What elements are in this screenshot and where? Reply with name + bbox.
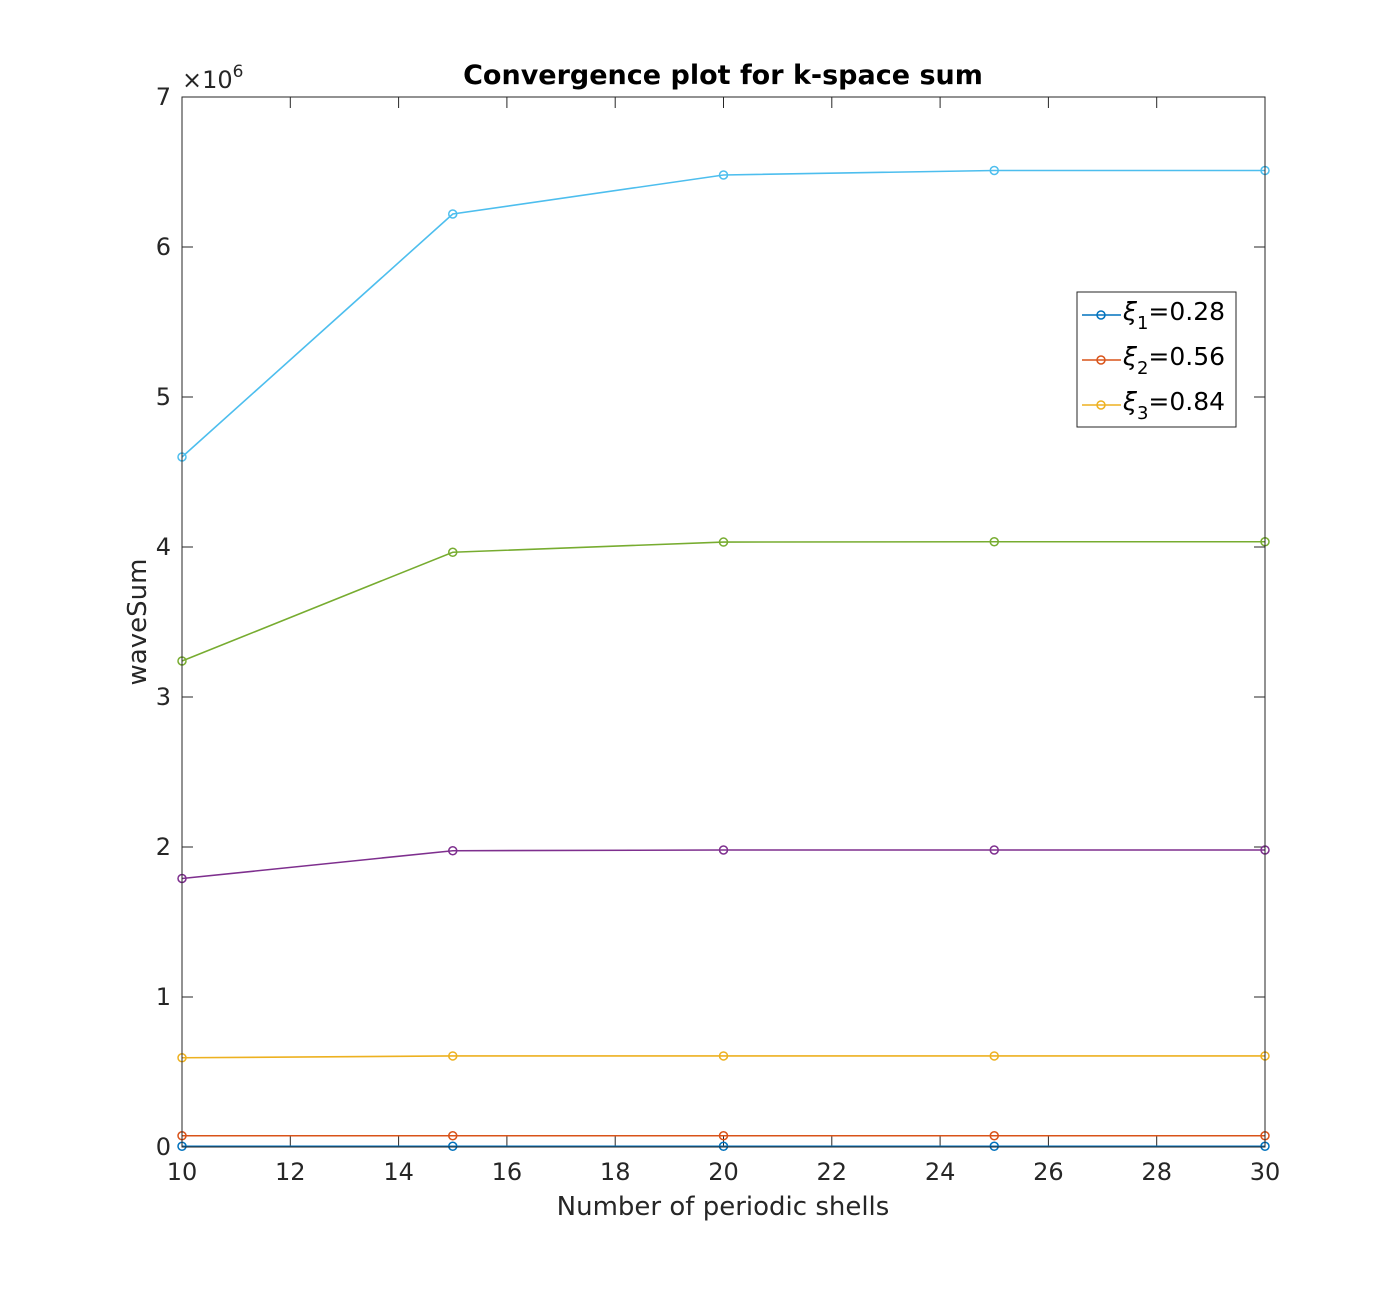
data-point — [718, 537, 729, 547]
series-line-4 — [181, 849, 1265, 880]
data-point — [989, 1131, 999, 1141]
x-tick-label: 14 — [383, 1158, 414, 1186]
plot-area — [182, 97, 1265, 1147]
y-axis-title: waveSum — [123, 559, 153, 686]
data-point — [448, 1131, 458, 1141]
y-exponent-power: 6 — [233, 62, 244, 82]
x-tick-label: 26 — [1033, 1158, 1064, 1186]
y-exponent-label: ×106 — [182, 62, 243, 94]
legend-label: ξ1=0.28 — [1122, 297, 1225, 334]
y-tick-label: 6 — [156, 233, 171, 261]
x-tick-label: 28 — [1141, 1158, 1172, 1186]
y-exponent-base: ×10 — [182, 66, 233, 94]
data-point — [718, 170, 729, 180]
y-tick-label: 3 — [156, 683, 171, 711]
legend-marker — [1096, 355, 1106, 365]
x-tick-label: 16 — [492, 1158, 523, 1186]
data-point — [718, 1131, 729, 1141]
x-tick-label: 30 — [1250, 1158, 1281, 1186]
data-point — [989, 1141, 999, 1151]
series-5 — [177, 537, 1270, 666]
legend-subscript: 1 — [1137, 313, 1148, 334]
legend-subscript: 2 — [1137, 358, 1148, 379]
y-tick-label: 1 — [156, 983, 171, 1011]
plot-frame — [181, 96, 1266, 1148]
series-line-6 — [181, 169, 1265, 458]
data-point — [989, 845, 999, 855]
data-point — [989, 537, 999, 547]
y-tick-label: 7 — [156, 83, 171, 111]
legend-item: ξ1=0.28 — [1082, 297, 1225, 334]
y-tick-label: 0 — [156, 1133, 171, 1161]
legend-item: ξ3=0.84 — [1082, 387, 1225, 424]
data-point — [448, 209, 458, 219]
legend-marker — [1096, 310, 1106, 320]
chart-title: Convergence plot for k-space sum — [463, 60, 983, 91]
x-axis-title: Number of periodic shells — [557, 1192, 890, 1222]
legend-value: =0.84 — [1148, 387, 1225, 416]
legend-label: ξ2=0.56 — [1122, 342, 1225, 379]
legend-value: =0.56 — [1148, 342, 1225, 371]
y-tick-label: 2 — [156, 833, 171, 861]
legend-value: =0.28 — [1148, 297, 1225, 326]
data-point — [718, 1141, 729, 1151]
legend-symbol: ξ — [1122, 297, 1138, 326]
legend-symbol: ξ — [1122, 342, 1138, 371]
y-tick-label: 5 — [156, 383, 171, 411]
series-layer — [177, 165, 1270, 1151]
data-point — [448, 1141, 458, 1151]
data-point — [448, 1051, 458, 1061]
x-tick-label: 10 — [167, 1158, 198, 1186]
data-point — [989, 1051, 999, 1061]
x-tick-label: 18 — [600, 1158, 631, 1186]
legend-subscript: 3 — [1137, 403, 1148, 424]
legend-label: ξ3=0.84 — [1122, 387, 1225, 424]
data-point — [718, 845, 729, 855]
legend-item: ξ2=0.56 — [1082, 342, 1225, 379]
x-tick-label: 24 — [925, 1158, 956, 1186]
legend-symbol: ξ — [1122, 387, 1138, 416]
data-point — [718, 1051, 729, 1061]
y-tick-label: 4 — [156, 533, 171, 561]
data-point — [448, 846, 458, 856]
data-point — [989, 165, 999, 176]
x-tick-label: 22 — [817, 1158, 848, 1186]
series-line-3 — [181, 1055, 1265, 1059]
legend-marker — [1096, 400, 1106, 410]
series-line-5 — [181, 540, 1265, 662]
x-tick-label: 20 — [708, 1158, 739, 1186]
data-point — [448, 547, 458, 557]
x-tick-label: 12 — [275, 1158, 306, 1186]
